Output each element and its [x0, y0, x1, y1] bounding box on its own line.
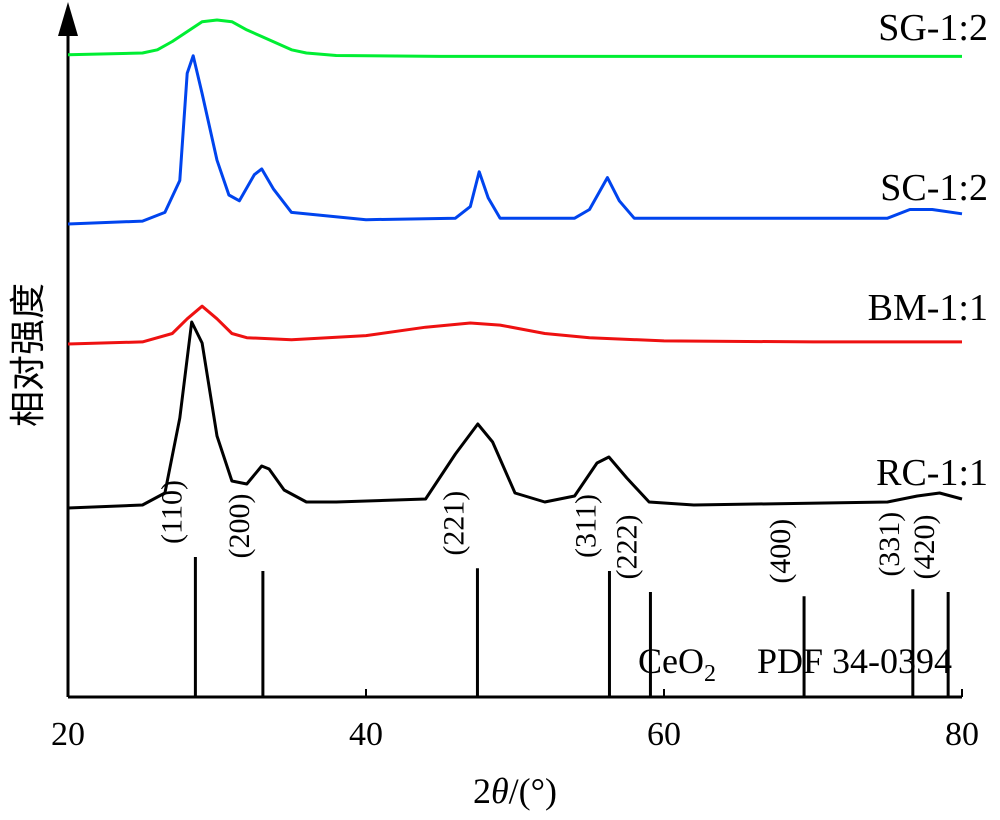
- x-tick-label: 40: [349, 716, 383, 753]
- x-tick-label: 20: [51, 716, 85, 753]
- hkl-label: (400): [764, 519, 797, 584]
- series-label: SG-1:2: [878, 7, 988, 49]
- reference-peaks: (110) (200) (221) (311) (222) (400) (331) (420): [155, 480, 950, 697]
- hkl-label: (420): [908, 515, 941, 580]
- hkl-label: (331): [873, 512, 906, 577]
- series-group: SG-1:2 SC-1:2 BM-1:1 RC-1:1: [67, 7, 988, 510]
- hkl-label: (221): [437, 491, 470, 556]
- series-line-sc-1-2: [67, 54, 963, 226]
- series-line-rc-1-1: [67, 320, 963, 510]
- hkl-label: (200): [223, 494, 256, 559]
- x-tick-label: 60: [647, 716, 681, 753]
- reference-label-pdf: PDF 34-0394: [757, 641, 952, 681]
- reference-label-ceo2: CeO2: [638, 641, 716, 687]
- series-label: BM-1:1: [868, 287, 988, 329]
- x-tick-label: 80: [945, 716, 979, 753]
- x-ticks: 20 40 60 80: [51, 689, 979, 753]
- series-line-sg-1-2: [67, 18, 962, 58]
- hkl-label: (110): [155, 480, 188, 544]
- series-label: SC-1:2: [880, 167, 988, 209]
- hkl-label: (311): [569, 494, 602, 558]
- y-axis-arrow-icon: [58, 2, 78, 36]
- hkl-label: (222): [610, 515, 643, 580]
- x-axis-title: 2θ/(°): [473, 771, 557, 811]
- y-axis-title: 相对强度: [8, 283, 49, 427]
- axes: [58, 2, 962, 699]
- series-label: RC-1:1: [876, 452, 988, 494]
- series-line-bm-1-1: [67, 304, 962, 346]
